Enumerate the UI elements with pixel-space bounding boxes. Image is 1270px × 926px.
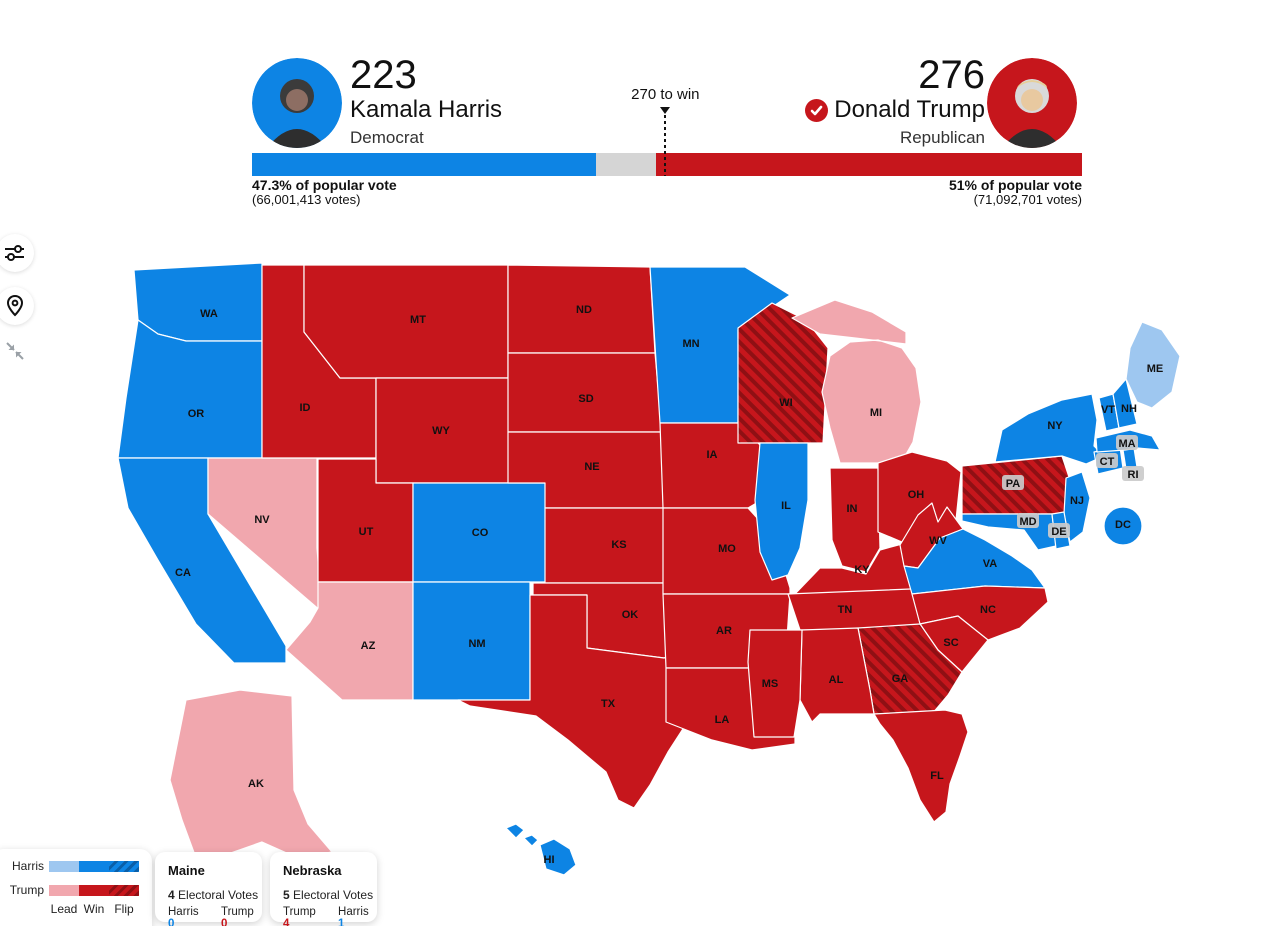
- trump-popular-vote: 51% of popular vote (71,092,701 votes): [949, 178, 1082, 207]
- legend-cat-win: Win: [83, 902, 105, 916]
- maine-trump-result: Trump 0: [220, 906, 254, 926]
- maine-callout: Maine 4 Electoral Votes Harris 0 Trump 0: [155, 852, 262, 926]
- harris-party: Democrat: [350, 128, 424, 147]
- collapse-view-button[interactable]: [0, 332, 34, 370]
- popular-vote-row: 47.3% of popular vote (66,001,413 votes)…: [252, 178, 1082, 207]
- trump-popvote-pct: 51% of popular vote: [948, 177, 1082, 193]
- state-pa[interactable]: [961, 455, 1071, 515]
- locate-button[interactable]: [0, 287, 34, 325]
- legend-row-trump: Trump: [4, 883, 152, 897]
- legend-trump-label: Trump: [9, 883, 44, 897]
- nebraska-electoral-votes: 5 Electoral Votes: [283, 888, 377, 902]
- nebraska-harris-result: Harris 1: [338, 906, 369, 926]
- harris-popular-vote: 47.3% of popular vote (66,001,413 votes): [252, 178, 397, 207]
- state-il[interactable]: [754, 442, 809, 581]
- harris-lead-swatch: [49, 860, 79, 872]
- harris-popvote-count: (66,001,413 votes): [252, 192, 361, 207]
- legend-harris-label: Harris: [12, 859, 44, 873]
- state-ri[interactable]: [1122, 447, 1138, 470]
- state-ak[interactable]: [169, 689, 333, 859]
- state-nh[interactable]: [1112, 378, 1138, 429]
- trump-bar-segment: [656, 153, 1082, 176]
- state-al[interactable]: [799, 627, 875, 723]
- state-label-ri: RI: [1128, 469, 1139, 481]
- electoral-vote-bar-region: 270 to win: [252, 86, 1082, 176]
- collapse-arrows-icon: [3, 339, 27, 363]
- state-mi[interactable]: [791, 299, 922, 464]
- location-pin-icon: [3, 294, 27, 318]
- maine-ev-text: Electoral Votes: [174, 888, 259, 902]
- winner-check-icon: [805, 98, 829, 122]
- trump-flip-swatch: [109, 884, 139, 896]
- trump-name: Donald Trump: [834, 96, 985, 123]
- harris-photo: [252, 58, 342, 148]
- state-sd[interactable]: [507, 352, 663, 433]
- maine-electoral-votes: 4 Electoral Votes: [168, 888, 262, 902]
- nebraska-ev-number: 5: [283, 888, 290, 902]
- state-nm[interactable]: [412, 581, 531, 701]
- 270-to-win-label: 270 to win: [631, 86, 700, 103]
- state-ny[interactable]: [994, 393, 1105, 465]
- state-or[interactable]: [117, 319, 263, 459]
- nebraska-title: Nebraska: [283, 863, 342, 878]
- map-legend: Harris Trump Lead Win Flip: [0, 849, 152, 926]
- harris-name: Kamala Harris: [350, 96, 503, 123]
- harris-win-swatch: [79, 860, 109, 872]
- state-ma[interactable]: [1095, 429, 1161, 453]
- map-settings-button[interactable]: [0, 234, 34, 272]
- nebraska-callout: Nebraska 5 Electoral Votes Trump 4 Harri…: [270, 852, 377, 926]
- trump-summary: 276 Donald Trump Republican: [805, 54, 985, 150]
- state-wi[interactable]: [737, 302, 829, 444]
- state-co[interactable]: [412, 482, 549, 583]
- state-wa[interactable]: [133, 262, 263, 342]
- state-hi[interactable]: [505, 823, 577, 876]
- state-ms[interactable]: [747, 629, 803, 738]
- harris-electoral-votes: 223: [350, 53, 417, 97]
- filter-sliders-icon: [3, 241, 27, 265]
- trump-name-row: Donald Trump: [805, 96, 985, 124]
- nebraska-ev-text: Electoral Votes: [289, 888, 374, 902]
- state-nd[interactable]: [507, 264, 656, 354]
- state-in[interactable]: [829, 467, 881, 573]
- marker-triangle-icon: [660, 107, 671, 114]
- trump-electoral-votes: 276: [918, 53, 985, 97]
- maine-harris-result: Harris 0: [168, 906, 199, 926]
- state-mt[interactable]: [303, 264, 509, 379]
- harris-flip-swatch: [109, 860, 139, 872]
- state-az[interactable]: [285, 581, 414, 701]
- trump-popvote-count: (71,092,701 votes): [973, 192, 1082, 207]
- trump-photo: [987, 58, 1077, 148]
- trump-party: Republican: [899, 128, 985, 147]
- trump-win-swatch: [79, 884, 109, 896]
- electoral-vote-bar: [252, 153, 1082, 176]
- marker-dotted-line: [664, 115, 667, 176]
- maine-ev-number: 4: [168, 888, 175, 902]
- nebraska-trump-result: Trump 4: [283, 906, 316, 926]
- legend-cat-flip: Flip: [114, 902, 134, 916]
- harris-popvote-pct: 47.3% of popular vote: [252, 177, 397, 193]
- legend-row-harris: Harris: [4, 859, 152, 873]
- legend-cat-lead: Lead: [50, 902, 78, 916]
- state-fl[interactable]: [873, 709, 969, 823]
- state-wy[interactable]: [375, 377, 510, 484]
- maine-title: Maine: [168, 863, 205, 878]
- state-tx[interactable]: [457, 594, 709, 809]
- state-dc[interactable]: [1103, 506, 1143, 546]
- maine-results: Harris 0 Trump 0: [168, 906, 262, 926]
- harris-bar-segment: [252, 153, 597, 176]
- nebraska-results: Trump 4 Harris 1: [283, 906, 377, 926]
- legend-categories: Lead Win Flip: [49, 902, 152, 916]
- trump-lead-swatch: [49, 884, 79, 896]
- state-me[interactable]: [1125, 321, 1181, 409]
- harris-summary: 223 Kamala Harris Democrat: [350, 54, 502, 150]
